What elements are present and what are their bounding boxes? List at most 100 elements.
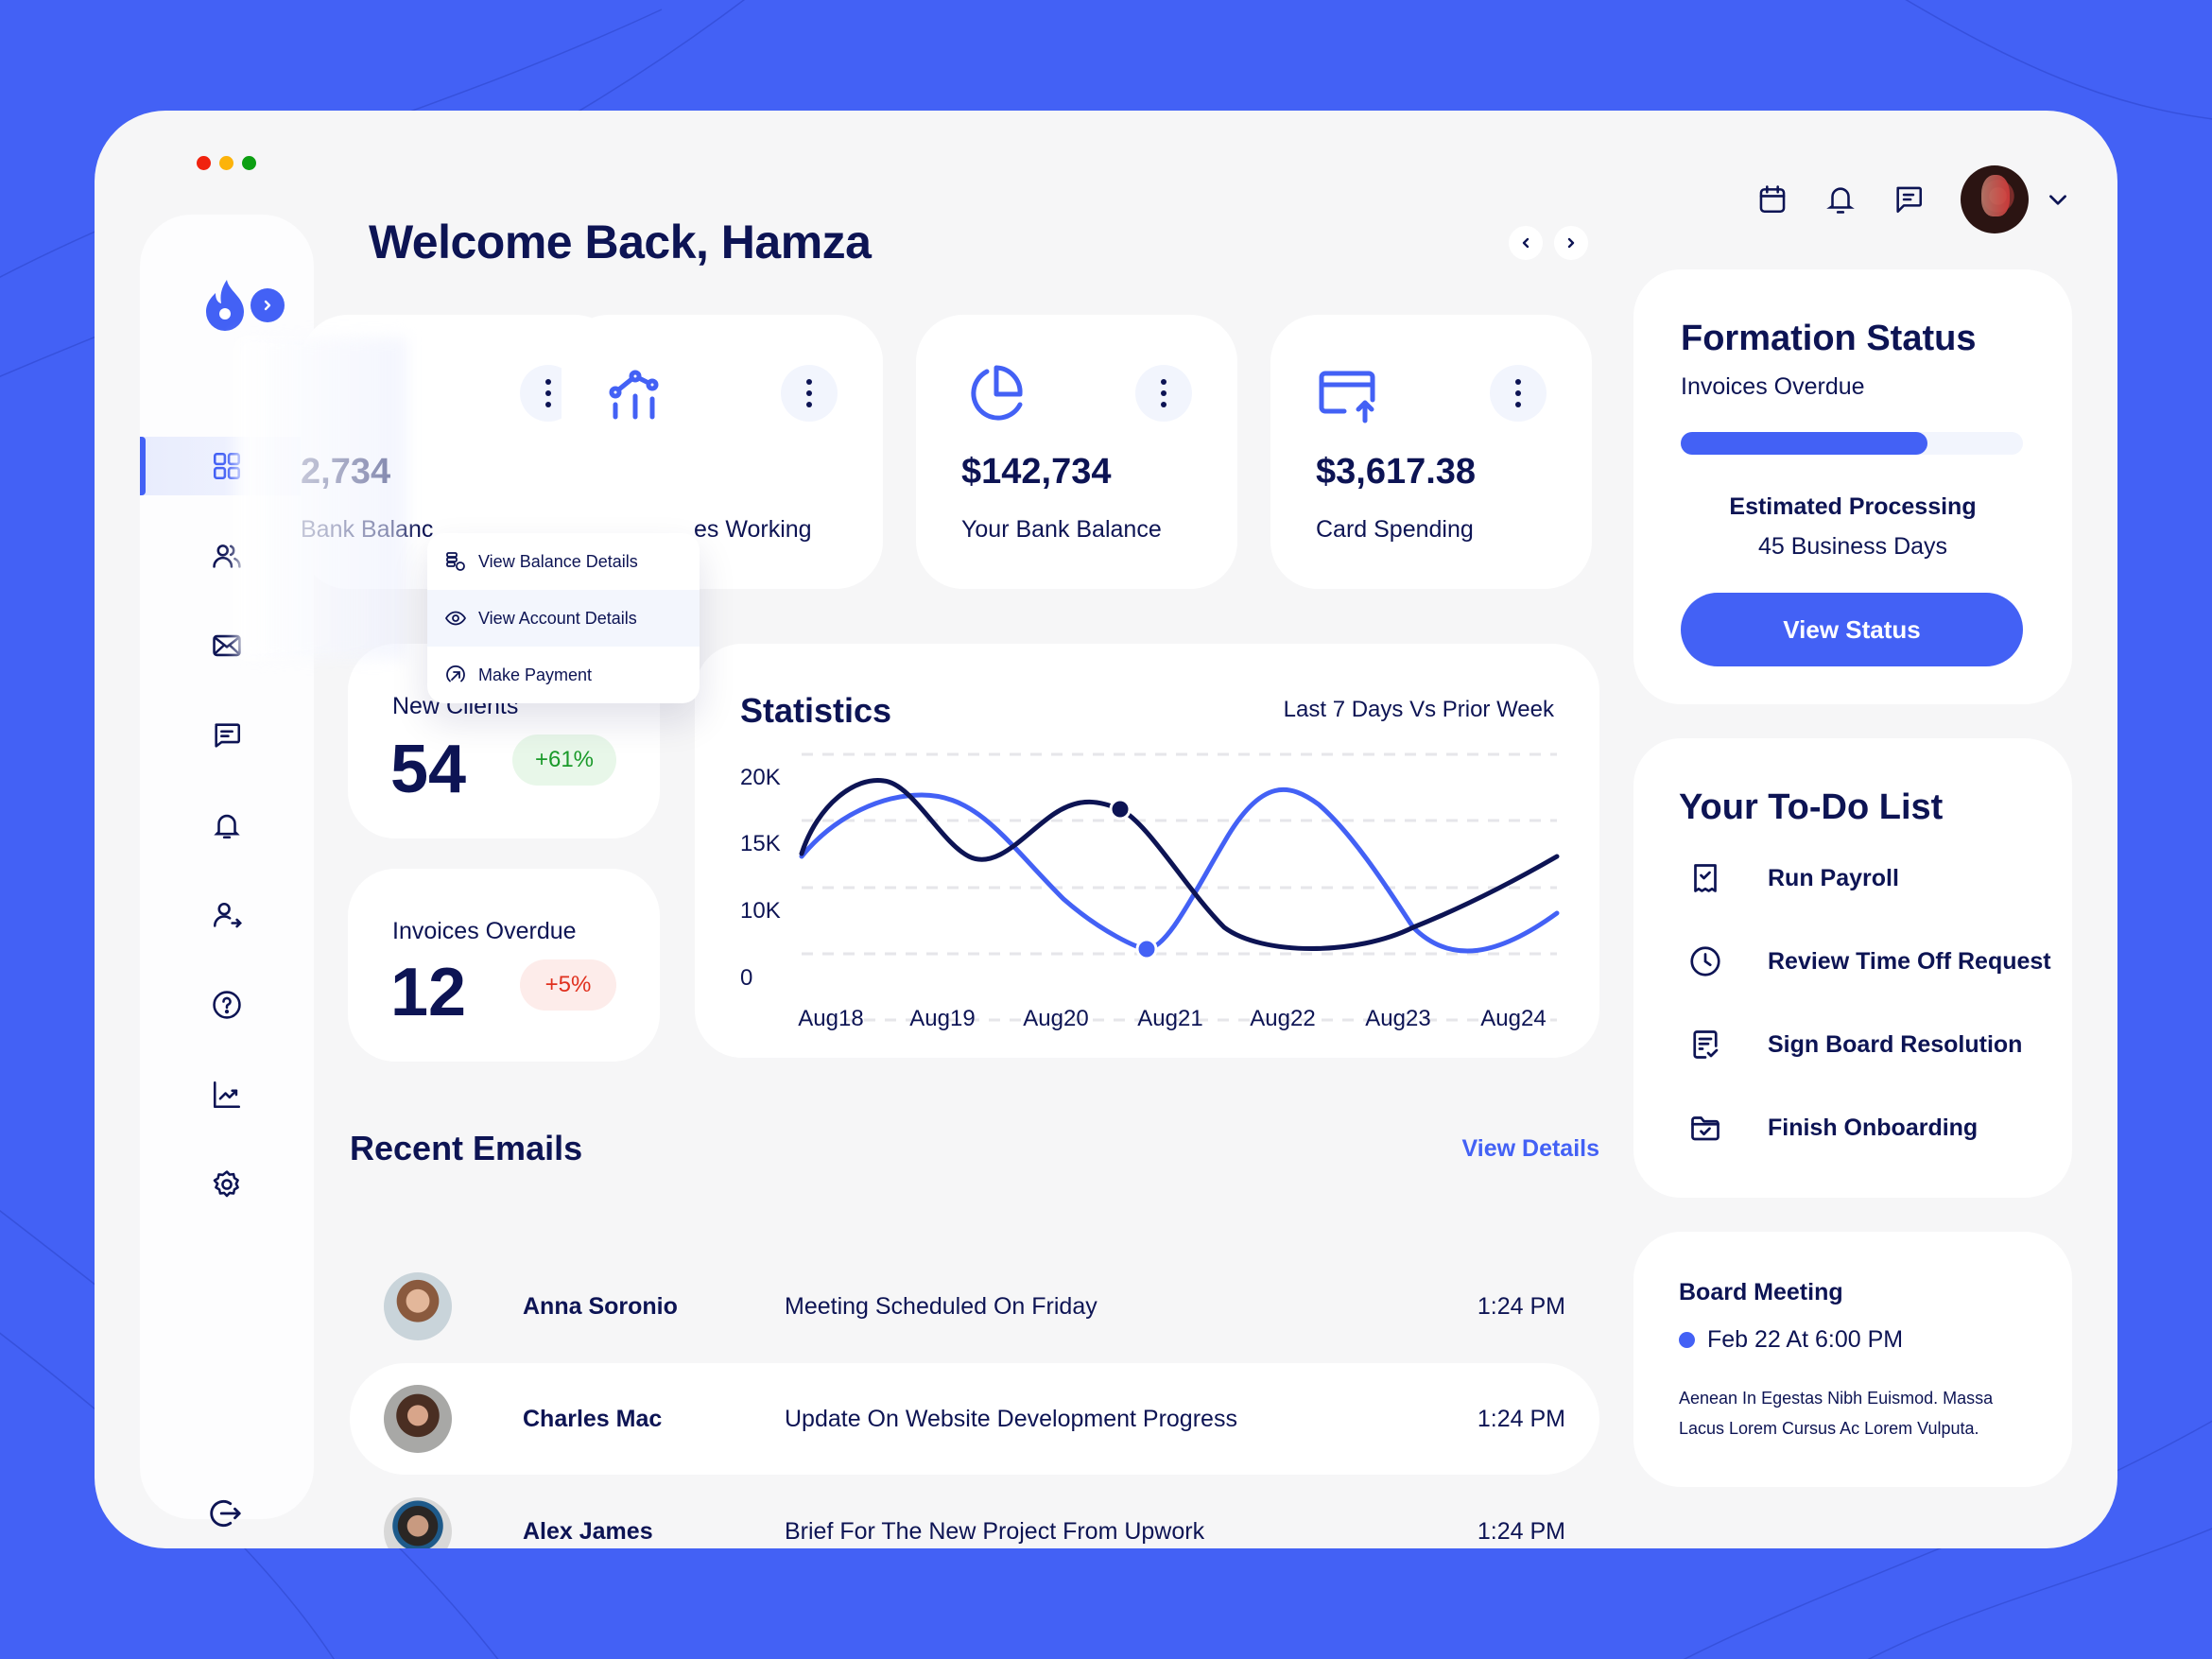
invoices-overdue-label: Invoices Overdue xyxy=(392,918,577,944)
collapsed-sidebar-blur xyxy=(236,337,406,659)
meeting-description: Aenean In Egestas Nibh Euismod. Massa La… xyxy=(1679,1389,1994,1438)
menu-item-view-balance-details[interactable]: View Balance Details xyxy=(427,533,700,590)
maximize-dot[interactable] xyxy=(242,156,256,170)
invoices-change-badge: +5% xyxy=(520,959,616,1011)
top-bar xyxy=(1754,165,2070,233)
meeting-when-text: Feb 22 At 6:00 PM xyxy=(1707,1326,1904,1353)
flame-icon[interactable] xyxy=(204,278,246,331)
next-button[interactable] xyxy=(1554,226,1588,260)
progress-fill xyxy=(1681,432,1927,455)
chevron-down-icon[interactable] xyxy=(2046,187,2070,212)
user-avatar[interactable] xyxy=(1961,165,2029,233)
sidebar-item-analytics[interactable] xyxy=(140,1065,314,1124)
email-row[interactable]: Alex James Brief For The New Project Fro… xyxy=(350,1476,1599,1548)
menu-item-label: View Account Details xyxy=(478,608,637,628)
email-time: 1:24 PM xyxy=(1477,1292,1565,1320)
more-options-button[interactable] xyxy=(781,365,838,422)
todo-item-finish-onboarding[interactable]: Finish Onboarding xyxy=(1688,1111,1978,1145)
messages-button[interactable] xyxy=(1891,181,1927,217)
view-status-button[interactable]: View Status xyxy=(1681,593,2023,666)
sidebar-item-notifications[interactable] xyxy=(140,796,314,855)
estimated-processing-value: 45 Business Days xyxy=(1757,533,1948,560)
estimated-processing-label: Estimated Processing xyxy=(1729,493,1977,520)
stat-value: $142,734 xyxy=(961,452,1112,492)
email-row[interactable]: Charles Mac Update On Website Developmen… xyxy=(350,1363,1599,1475)
notifications-button[interactable] xyxy=(1823,181,1858,217)
menu-item-view-account-details[interactable]: View Account Details xyxy=(427,590,700,647)
svg-text:15K: 15K xyxy=(740,831,781,856)
coins-icon xyxy=(446,552,465,571)
user-arrow-icon xyxy=(213,902,242,928)
highlight-point-last-7-days[interactable] xyxy=(1109,798,1132,821)
eye-icon xyxy=(444,611,467,626)
sidebar-item-messages[interactable] xyxy=(140,706,314,765)
more-vertical-icon xyxy=(545,376,551,410)
svg-text:Aug20: Aug20 xyxy=(1023,1006,1088,1031)
bell-icon xyxy=(214,814,240,839)
formation-status-card: Formation Status Invoices Overdue Estima… xyxy=(1633,269,2072,704)
todo-label: Sign Board Resolution xyxy=(1768,1030,2023,1058)
invoices-overdue-card: Invoices Overdue 12 +5% xyxy=(348,869,660,1062)
message-icon xyxy=(215,723,241,748)
email-row[interactable]: Anna Soronio Meeting Scheduled On Friday… xyxy=(350,1251,1599,1362)
chart-line-icon xyxy=(213,1080,241,1109)
view-details-link[interactable]: View Details xyxy=(1461,1135,1599,1162)
more-options-button[interactable] xyxy=(1135,365,1192,422)
chevron-left-icon xyxy=(1522,237,1529,249)
svg-text:Aug22: Aug22 xyxy=(1250,1006,1315,1031)
statistics-title: Statistics xyxy=(740,691,892,730)
app-window: Welcome Back, Hamza 2,734 Bank Balanc es… xyxy=(95,111,2117,1548)
menu-item-label: View Balance Details xyxy=(478,551,638,571)
chevron-right-icon xyxy=(264,300,271,311)
logout-icon[interactable] xyxy=(208,1495,244,1531)
y-axis-labels: 20K 15K 10K 0 xyxy=(740,765,781,991)
calendar-icon xyxy=(1759,185,1786,214)
email-sender: Charles Mac xyxy=(523,1405,663,1432)
svg-text:10K: 10K xyxy=(740,898,781,924)
menu-item-make-payment[interactable]: Make Payment xyxy=(427,647,700,703)
todo-label: Finish Onboarding xyxy=(1768,1114,1979,1141)
svg-text:Aug21: Aug21 xyxy=(1137,1006,1202,1031)
sidebar-expand-button[interactable] xyxy=(251,288,285,322)
arrow-up-right-circle-icon xyxy=(446,665,465,683)
statistics-card: Statistics Last 7 Days Vs Prior Week 20K… xyxy=(695,644,1599,1058)
prev-button[interactable] xyxy=(1509,226,1543,260)
todo-label: Run Payroll xyxy=(1768,864,1899,891)
help-circle-icon xyxy=(213,991,241,1019)
stat-label: es Working xyxy=(694,516,812,543)
stat-label: Your Bank Balance xyxy=(961,516,1162,543)
menu-item-label: Make Payment xyxy=(478,665,593,684)
chevron-right-icon xyxy=(1567,237,1575,249)
todo-item-run-payroll[interactable]: Run Payroll xyxy=(1688,861,1899,895)
avatar xyxy=(384,1497,452,1548)
chart-gridlines xyxy=(802,752,1557,1022)
clock-icon xyxy=(1690,946,1720,976)
email-time: 1:24 PM xyxy=(1477,1517,1565,1545)
statistics-line-chart: 20K 15K 10K 0 Aug18 Aug19 Aug20 Aug21 Au… xyxy=(740,752,1560,1031)
close-dot[interactable] xyxy=(197,156,211,170)
highlight-point-prior-week[interactable] xyxy=(1135,938,1158,960)
message-icon xyxy=(1896,186,1923,214)
pie-chart-icon xyxy=(971,365,1023,421)
minimize-dot[interactable] xyxy=(219,156,233,170)
series-prior-week xyxy=(799,786,1560,954)
calendar-button[interactable] xyxy=(1754,181,1790,217)
email-sender: Anna Soronio xyxy=(523,1292,678,1320)
more-options-button[interactable] xyxy=(1490,365,1547,422)
new-clients-value: 54 xyxy=(390,732,467,807)
todo-item-sign-board-resolution[interactable]: Sign Board Resolution xyxy=(1688,1028,2022,1062)
sidebar-item-help[interactable] xyxy=(140,976,314,1034)
sidebar-item-user-transfer[interactable] xyxy=(140,886,314,944)
bell-icon xyxy=(1826,187,1855,214)
sidebar-item-settings[interactable] xyxy=(140,1155,314,1214)
formation-title: Formation Status xyxy=(1681,319,1977,358)
stat-label: Card Spending xyxy=(1316,516,1474,543)
svg-text:Aug19: Aug19 xyxy=(909,1006,975,1031)
chart-bars-icon xyxy=(609,370,659,420)
svg-text:20K: 20K xyxy=(740,765,781,790)
todo-item-review-time-off[interactable]: Review Time Off Request xyxy=(1688,944,2051,978)
svg-text:0: 0 xyxy=(740,965,752,991)
invoices-overdue-value: 12 xyxy=(390,955,467,1030)
statistics-period: Last 7 Days Vs Prior Week xyxy=(1283,697,1554,722)
email-subject: Meeting Scheduled On Friday xyxy=(785,1292,1097,1320)
